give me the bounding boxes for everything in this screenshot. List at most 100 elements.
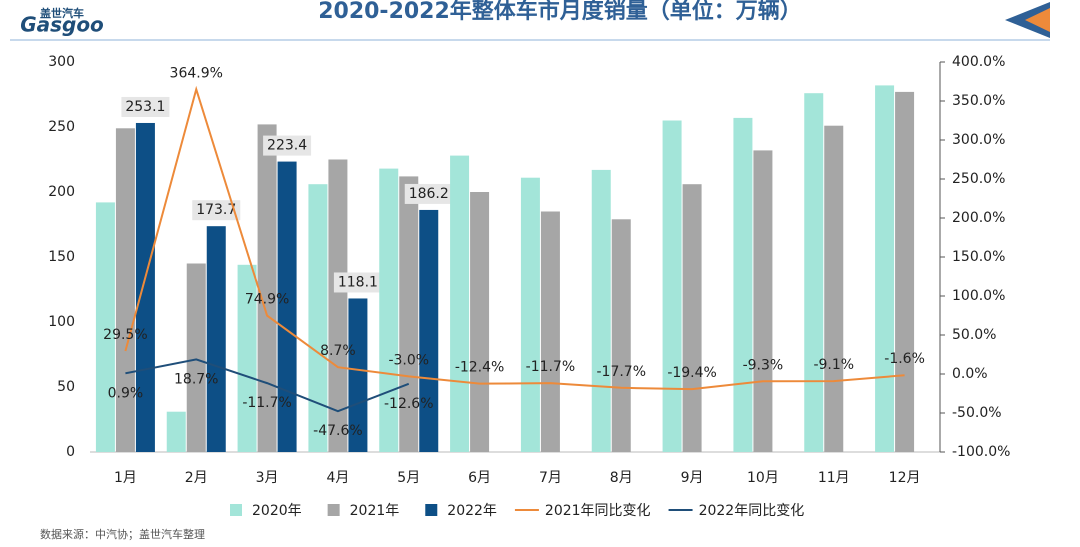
bar	[520, 177, 540, 452]
source: 数据来源：中汽协；盖世汽车整理	[40, 527, 205, 541]
bar	[733, 117, 753, 453]
line-label: 18.7%	[174, 371, 218, 387]
line-label: 364.9%	[170, 65, 223, 81]
line-label: 29.5%	[103, 327, 147, 343]
y2-tick-label: 300.0%	[952, 132, 1005, 148]
bar	[135, 122, 155, 452]
label-bg	[333, 272, 382, 293]
y2-tick-label: -100.0%	[952, 444, 1010, 460]
legend-swatch	[327, 504, 340, 516]
logo: Gasgoo	[20, 13, 104, 37]
y2-tick-label: 200.0%	[952, 210, 1005, 226]
bar	[540, 211, 560, 452]
y2-tick-label: 50.0%	[952, 327, 996, 343]
bar-label: 223.4	[267, 138, 307, 154]
line-label: -12.6%	[384, 396, 434, 412]
y2-tick-label: 350.0%	[952, 93, 1005, 109]
legend-label: 2022年	[447, 503, 497, 519]
legend-swatch	[230, 504, 242, 516]
line-label: -47.6%	[313, 423, 363, 439]
bar-label: 173.7	[196, 202, 236, 218]
line-label: 74.9%	[245, 292, 289, 308]
bar-label: 186.2	[409, 186, 449, 202]
x-tick-label: 11月	[818, 470, 850, 486]
x-tick-label: 10月	[747, 470, 779, 486]
legend-label: 2020年	[252, 503, 302, 519]
bar	[115, 128, 135, 453]
bar	[277, 161, 297, 452]
legend-label: 2021年同比变化	[545, 503, 651, 519]
line-label: -9.1%	[813, 357, 854, 373]
label-bg	[121, 96, 170, 117]
bar	[662, 120, 682, 452]
line-label: -19.4%	[667, 365, 717, 381]
y-tick-label: 200	[48, 184, 75, 200]
line	[124, 85, 905, 391]
bar	[399, 176, 419, 452]
bar	[895, 91, 915, 453]
x-tick-label: 7月	[539, 470, 562, 486]
y2-tick-label: 250.0%	[952, 171, 1005, 187]
legend-label: 2021年	[350, 503, 400, 519]
x-tick-label: 3月	[256, 470, 279, 486]
bar	[450, 155, 470, 452]
bar-label: 253.1	[125, 99, 165, 115]
bar	[95, 202, 115, 452]
line-label: -9.3%	[743, 357, 784, 373]
x-tick-label: 6月	[468, 470, 491, 486]
y2-tick-label: 100.0%	[952, 288, 1005, 304]
y2-tick-label: 400.0%	[952, 54, 1005, 70]
bar	[328, 159, 348, 452]
line-label: 0.9%	[108, 385, 144, 401]
bar	[470, 192, 490, 452]
bar	[237, 264, 257, 452]
bar	[611, 219, 631, 452]
legend-label: 2022年同比变化	[699, 503, 805, 519]
line-label: 8.7%	[320, 343, 356, 359]
x-tick-label: 2月	[185, 470, 208, 486]
bar	[804, 93, 824, 452]
y-tick-label: 300	[48, 54, 75, 70]
x-tick-label: 5月	[397, 470, 420, 486]
y-tick-label: 250	[48, 119, 75, 135]
bar	[753, 150, 773, 452]
bar	[591, 169, 611, 452]
legend-swatch	[425, 504, 438, 516]
line-label: -11.7%	[526, 359, 576, 375]
bar	[419, 209, 439, 452]
bar	[166, 411, 186, 452]
x-tick-label: 1月	[114, 470, 137, 486]
y-tick-label: 150	[48, 249, 75, 265]
bar	[682, 184, 702, 452]
bar	[875, 85, 895, 453]
y2-tick-label: 150.0%	[952, 249, 1005, 265]
line-label: -17.7%	[596, 364, 646, 380]
line-label: -11.7%	[242, 395, 292, 411]
bar	[348, 298, 368, 452]
y2-tick-label: 0.0%	[952, 366, 988, 382]
y2-tick-label: -50.0%	[952, 405, 1002, 421]
line-label: -3.0%	[388, 352, 429, 368]
line-label: -12.4%	[455, 360, 505, 376]
arrow-icon	[1025, 8, 1050, 32]
label-bg	[192, 200, 241, 221]
bar	[379, 168, 399, 452]
bar	[206, 226, 226, 452]
x-tick-label: 4月	[326, 470, 349, 486]
x-tick-label: 12月	[889, 470, 921, 486]
bar	[186, 263, 206, 452]
logo-cn: 盖世汽车	[40, 6, 84, 20]
line	[125, 358, 410, 413]
label-bg	[404, 183, 453, 204]
x-tick-label: 8月	[610, 470, 633, 486]
y-tick-label: 100	[48, 314, 75, 330]
chart-title: 2020-2022年整体车市月度销量（单位：万辆）	[318, 0, 802, 24]
x-tick-label: 9月	[681, 470, 704, 486]
y-tick-label: 50	[57, 379, 75, 395]
bar	[257, 124, 277, 453]
label-bg	[263, 135, 312, 156]
line-label: -1.6%	[884, 351, 925, 367]
y-tick-label: 0	[66, 444, 75, 460]
bar	[824, 125, 844, 452]
